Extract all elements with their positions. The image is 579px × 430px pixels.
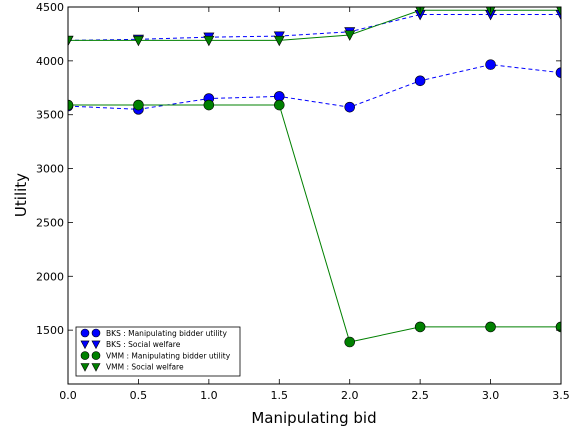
series-3-point: [133, 99, 144, 111]
x-tick-label: 3.0: [482, 389, 500, 402]
series-4-point: [344, 30, 356, 41]
series-3-point: [485, 321, 496, 333]
x-tick-label: 0.0: [59, 389, 77, 402]
series-group: [68, 7, 561, 348]
series-line-3: [68, 104, 561, 343]
tick-layer: 0.0 0.5 1.0 1.5 2.0 2.5 3.0 3.5 1500 2000 2500 3000…: [36, 1, 570, 402]
series-4-point: [203, 35, 215, 47]
legend-marker-1: [91, 328, 101, 338]
x-tick-label: 2.5: [411, 389, 429, 402]
series-line-4: [68, 9, 561, 41]
y-tick-label: 1500: [36, 324, 64, 337]
x-tick-label: 0.5: [130, 389, 148, 402]
series-3-point: [414, 321, 426, 333]
legend-marker-4: [80, 363, 90, 372]
y-tick-label: 3500: [36, 109, 64, 122]
legend-marker-2: [91, 340, 101, 350]
series-4-point: [556, 7, 561, 17]
x-tick-label: 3.5: [552, 389, 570, 402]
series-1-point: [485, 59, 496, 70]
plot-layer: [68, 7, 561, 348]
legend-marker-3: [80, 351, 90, 360]
x-tick-label: 2.0: [341, 389, 359, 402]
series-1-point: [555, 67, 561, 79]
x-tick-label: 1.5: [271, 389, 289, 402]
legend-marker-3: [91, 351, 101, 360]
series-1-point: [344, 101, 356, 113]
series-3-point: [68, 99, 74, 111]
series-3-point: [273, 99, 285, 111]
y-tick-label: 2500: [36, 216, 64, 229]
legend-marker-2: [80, 340, 90, 350]
y-tick-label: 3000: [36, 163, 64, 176]
x-axis-label: Manipulating bid: [251, 409, 376, 427]
series-1-point: [414, 75, 426, 87]
series-4-point: [132, 35, 144, 47]
series-3-point: [555, 321, 561, 333]
y-tick-label: 4000: [36, 55, 64, 68]
x-tick-label: 1.0: [200, 389, 218, 402]
y-tick-label: 4500: [36, 1, 64, 14]
legend-label-2: BKS : Social welfare: [106, 340, 181, 349]
y-tick-label: 2000: [36, 270, 64, 283]
y-axis-label: Utility: [12, 173, 30, 217]
series-line-1: [68, 64, 561, 110]
legend-label-3: VMM : Manipulating bidder utility: [106, 351, 231, 360]
series-3-point: [344, 336, 356, 348]
series-line-2: [68, 14, 561, 41]
legend-label-4: VMM : Social welfare: [106, 363, 184, 372]
series-4-point: [68, 35, 74, 47]
series-3-point: [203, 99, 215, 111]
legend-marker-4: [91, 363, 101, 372]
plot-frame: [67, 6, 562, 385]
legend: BKS : Manipulating bidder utility BKS : S…: [75, 326, 241, 377]
legend-box: [75, 326, 241, 377]
series-4-point: [273, 35, 285, 47]
legend-label-1: BKS : Manipulating bidder utility: [106, 329, 227, 338]
legend-marker-1: [80, 328, 90, 338]
